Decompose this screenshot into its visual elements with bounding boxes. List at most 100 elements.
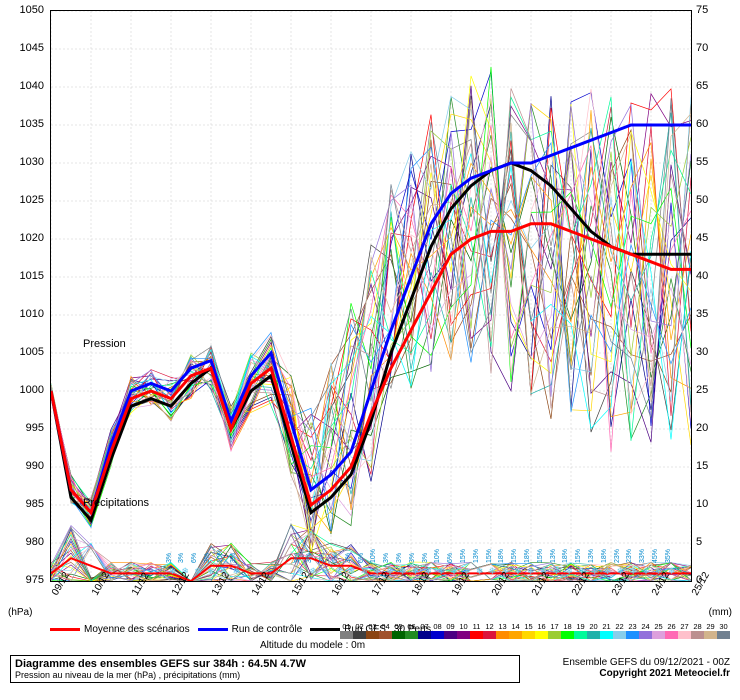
pert-swatch xyxy=(483,631,496,639)
plot-area: 3%3%6%3%10%3%3%3%3%6%3%6%10%3%3%3%3%10%6… xyxy=(50,10,692,582)
pert-num: 09 xyxy=(444,622,457,631)
chart-annotation: Précipitations xyxy=(83,497,149,509)
snowflake-icon: ❄ xyxy=(514,566,522,577)
pert-swatch xyxy=(652,631,665,639)
snow-pct: 10% xyxy=(370,549,377,563)
snow-pct: 3% xyxy=(383,553,390,563)
title-main: Diagramme des ensembles GEFS sur 384h : … xyxy=(15,658,515,670)
pert-num: 11 xyxy=(470,622,483,631)
snow-pct: 3% xyxy=(178,553,185,563)
snow-pct: 10% xyxy=(217,549,224,563)
pert-swatch xyxy=(366,631,379,639)
pert-swatch xyxy=(522,631,535,639)
altitude-text: Altitude du modele : 0m xyxy=(260,640,365,651)
chart-annotation: Pression xyxy=(83,338,126,350)
pert-num: 04 xyxy=(379,622,392,631)
pert-num: 14 xyxy=(509,622,522,631)
y-right-tick: 20 xyxy=(696,422,708,434)
title-box: Diagramme des ensembles GEFS sur 384h : … xyxy=(10,655,520,683)
pert-swatch xyxy=(639,631,652,639)
snow-pct: 3% xyxy=(422,553,429,563)
footer-right: Ensemble GEFS du 09/12/2021 - 00Z Copyri… xyxy=(563,657,730,679)
snowflake-icon: ❄ xyxy=(527,566,535,577)
control-swatch xyxy=(198,628,228,631)
snowflake-icon: ❄ xyxy=(322,566,330,577)
percent-row: 3%3%6%3%10%3%3%3%3%6%3%6%10%3%3%3%3%10%6… xyxy=(51,543,691,563)
pert-swatch xyxy=(496,631,509,639)
pert-num: 17 xyxy=(548,622,561,631)
pert-num: 15 xyxy=(522,622,535,631)
pert-swatch xyxy=(418,631,431,639)
y-left-tick: 1050 xyxy=(20,4,44,16)
y-left-tick: 980 xyxy=(26,536,44,548)
pert-swatch xyxy=(444,631,457,639)
y-left-tick: 1005 xyxy=(20,346,44,358)
pert-numbers: 0102030405060708091011121314151617181920… xyxy=(340,622,730,631)
pert-num: 23 xyxy=(626,622,639,631)
y-left-tick: 1020 xyxy=(20,232,44,244)
y-left-tick: 1025 xyxy=(20,194,44,206)
pert-num: 28 xyxy=(691,622,704,631)
snowflake-icon: ❄ xyxy=(489,566,497,577)
snow-pct: 15% xyxy=(486,549,493,563)
y-right-tick: 10 xyxy=(696,498,708,510)
snow-pct: 15% xyxy=(537,549,544,563)
pert-swatch xyxy=(353,631,366,639)
snowflake-icon: ❄ xyxy=(233,566,241,577)
y-right-tick: 35 xyxy=(696,308,708,320)
snow-pct: 23% xyxy=(626,549,633,563)
pert-swatch xyxy=(678,631,691,639)
pert-num: 22 xyxy=(613,622,626,631)
snow-pct: 18% xyxy=(524,549,531,563)
y-right-tick: 25 xyxy=(696,384,708,396)
snow-pct: 13% xyxy=(588,549,595,563)
snow-pct: 23% xyxy=(614,549,621,563)
legend-control-label: Run de contrôle xyxy=(232,624,303,635)
pert-swatch xyxy=(548,631,561,639)
y-left-tick: 1010 xyxy=(20,308,44,320)
pert-num: 21 xyxy=(600,622,613,631)
pert-num: 20 xyxy=(587,622,600,631)
pert-num: 02 xyxy=(353,622,366,631)
pert-swatch xyxy=(717,631,730,639)
snowflake-icon: ❄ xyxy=(565,566,573,577)
snow-pct: 3% xyxy=(166,553,173,563)
y-left-tick: 985 xyxy=(26,498,44,510)
y-left-tick: 975 xyxy=(26,574,44,586)
snowflake-icon: ❄ xyxy=(437,566,445,577)
pert-num: 16 xyxy=(535,622,548,631)
pert-swatches xyxy=(340,631,730,639)
snow-pct: 3% xyxy=(306,553,313,563)
pert-swatch xyxy=(665,631,678,639)
snowflake-icon: ❄ xyxy=(604,566,612,577)
y-right-tick: 65 xyxy=(696,80,708,92)
snowflake-icon: ❄ xyxy=(553,566,561,577)
pert-num: 06 xyxy=(405,622,418,631)
pert-swatch xyxy=(691,631,704,639)
pert-swatch xyxy=(379,631,392,639)
title-sub: Pression au niveau de la mer (hPa) , pré… xyxy=(15,670,515,680)
pert-num: 08 xyxy=(431,622,444,631)
pert-swatch xyxy=(457,631,470,639)
pert-num: 24 xyxy=(639,622,652,631)
gfs-swatch xyxy=(310,628,340,631)
snow-pct: 6% xyxy=(447,553,454,563)
pert-swatch xyxy=(535,631,548,639)
snowflake-icon: ❄ xyxy=(169,566,177,577)
snow-pct: 6% xyxy=(358,553,365,563)
pert-swatch xyxy=(431,631,444,639)
snow-pct: 13% xyxy=(550,549,557,563)
pert-num: 27 xyxy=(678,622,691,631)
perturbation-palette: 0102030405060708091011121314151617181920… xyxy=(340,622,730,639)
snowflake-icon: ❄ xyxy=(399,566,407,577)
pert-num: 19 xyxy=(574,622,587,631)
snow-pct: 18% xyxy=(601,549,608,563)
y-left-unit: (hPa) xyxy=(8,607,32,618)
pert-num: 26 xyxy=(665,622,678,631)
pert-swatch xyxy=(613,631,626,639)
snow-pct: 33% xyxy=(639,549,646,563)
y-axis-right: 051015202530354045505560657075 xyxy=(692,10,740,580)
snowflake-icon: ❄ xyxy=(194,566,202,577)
y-axis-left: 9759809859909951000100510101015102010251… xyxy=(0,10,48,580)
pert-swatch xyxy=(626,631,639,639)
